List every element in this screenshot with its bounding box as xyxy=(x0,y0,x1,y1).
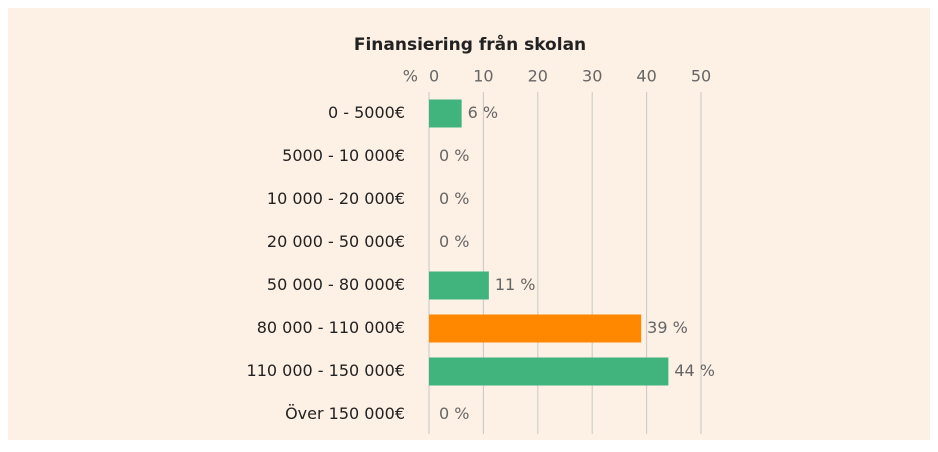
y-tick-label: 80 000 - 110 000€ xyxy=(257,318,405,337)
x-tick-label: 40 xyxy=(636,67,656,86)
y-tick-label: 10 000 - 20 000€ xyxy=(267,189,405,208)
y-tick-label: 110 000 - 150 000€ xyxy=(247,361,405,380)
y-tick-label: 5000 - 10 000€ xyxy=(282,146,405,165)
bar xyxy=(429,357,669,386)
x-tick-label: 0 xyxy=(429,67,439,86)
x-tick-label: 30 xyxy=(582,67,602,86)
value-label: 6 % xyxy=(468,103,498,122)
value-label: 44 % xyxy=(674,361,715,380)
x-tick-label: 20 xyxy=(528,67,548,86)
x-tick-label: 10 xyxy=(473,67,493,86)
bar xyxy=(429,271,489,300)
bar xyxy=(429,99,462,128)
y-tick-label: 50 000 - 80 000€ xyxy=(267,275,405,294)
value-label: 0 % xyxy=(439,146,469,165)
x-axis-label: % xyxy=(403,67,418,86)
bar xyxy=(429,314,642,343)
value-label: 11 % xyxy=(495,275,536,294)
value-label: 0 % xyxy=(439,404,469,423)
value-label: 0 % xyxy=(439,232,469,251)
chart-title: Finansiering från skolan xyxy=(354,33,586,55)
x-tick-label: 50 xyxy=(691,67,711,86)
value-label: 0 % xyxy=(439,189,469,208)
y-tick-label: 0 - 5000€ xyxy=(328,103,405,122)
value-label: 39 % xyxy=(647,318,688,337)
y-tick-label: Över 150 000€ xyxy=(285,404,405,423)
y-tick-label: 20 000 - 50 000€ xyxy=(267,232,405,251)
